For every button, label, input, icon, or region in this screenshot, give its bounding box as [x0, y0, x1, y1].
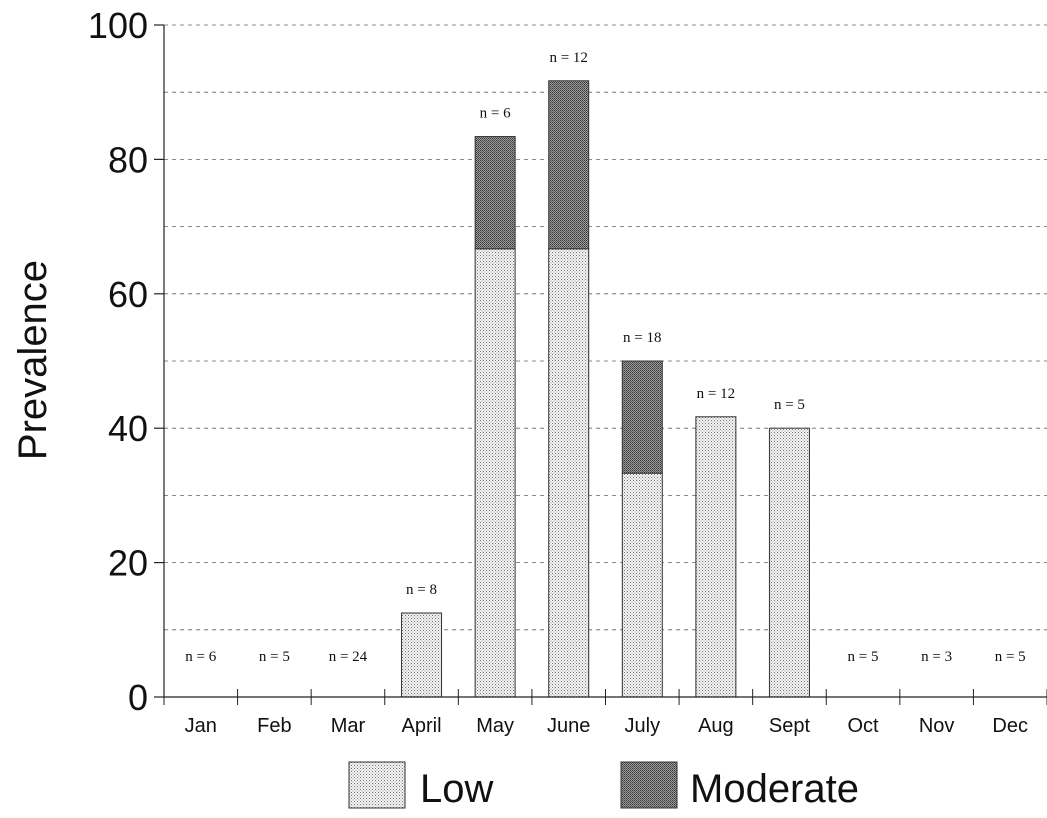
- sample-size-labels: n = 6 n = 5 n = 24 n = 8 n = 6 n = 12 n = 18 n …: [185, 50, 1025, 665]
- gridlines: [164, 24, 1047, 631]
- sample-size-label: n = 8: [406, 582, 437, 598]
- bar-low-april: [401, 612, 443, 698]
- y-tick-label: 20: [108, 543, 148, 584]
- bar-moderate-may: [474, 136, 516, 250]
- bar-low-sept: [768, 427, 810, 698]
- sample-size-label: n = 5: [774, 397, 805, 413]
- x-axis-labels: Jan Feb Mar April May June July Aug Sept Oct Nov De…: [163, 689, 1047, 737]
- x-category-label: Aug: [698, 715, 734, 737]
- x-category-label: Dec: [992, 715, 1028, 737]
- sample-size-label: n = 12: [549, 50, 587, 66]
- x-category-label: April: [402, 715, 442, 737]
- y-tick-label: 60: [108, 274, 148, 315]
- y-axis-ticks: 0 20 40 60 80 100: [88, 5, 164, 718]
- bar-moderate-july: [621, 360, 663, 474]
- bar-low-aug: [695, 416, 737, 698]
- sample-size-label: n = 18: [623, 330, 661, 346]
- sample-size-label: n = 5: [848, 649, 879, 665]
- y-axis-title: Prevalence: [11, 260, 55, 460]
- legend-label-low: Low: [420, 767, 493, 811]
- x-category-label: Feb: [257, 715, 291, 737]
- legend-swatch-low: [348, 761, 406, 809]
- x-category-label: Sept: [769, 715, 811, 737]
- y-tick-label: 40: [108, 408, 148, 449]
- bar-low-july: [621, 472, 663, 698]
- y-tick-label: 80: [108, 139, 148, 180]
- sample-size-label: n = 6: [185, 649, 216, 665]
- sample-size-label: n = 3: [921, 649, 952, 665]
- sample-size-label: n = 6: [480, 106, 511, 122]
- sample-size-label: n = 24: [329, 649, 368, 665]
- legend: Low Moderate: [348, 761, 859, 811]
- x-category-label: Oct: [847, 715, 879, 737]
- sample-size-label: n = 5: [259, 649, 290, 665]
- x-category-label: June: [547, 715, 590, 737]
- bars: [401, 80, 810, 698]
- sample-size-label: n = 5: [995, 649, 1026, 665]
- x-category-label: Jan: [185, 715, 217, 737]
- bar-low-june: [548, 248, 590, 698]
- x-category-label: May: [476, 715, 514, 737]
- y-tick-label: 0: [128, 677, 148, 718]
- x-category-label: July: [625, 715, 661, 737]
- bar-low-may: [474, 248, 516, 698]
- bar-moderate-june: [548, 80, 590, 250]
- x-category-label: Nov: [919, 715, 955, 737]
- legend-swatch-moderate: [620, 761, 678, 809]
- legend-label-moderate: Moderate: [690, 767, 859, 811]
- y-tick-label: 100: [88, 5, 148, 46]
- sample-size-label: n = 12: [697, 386, 735, 402]
- x-category-label: Mar: [331, 715, 366, 737]
